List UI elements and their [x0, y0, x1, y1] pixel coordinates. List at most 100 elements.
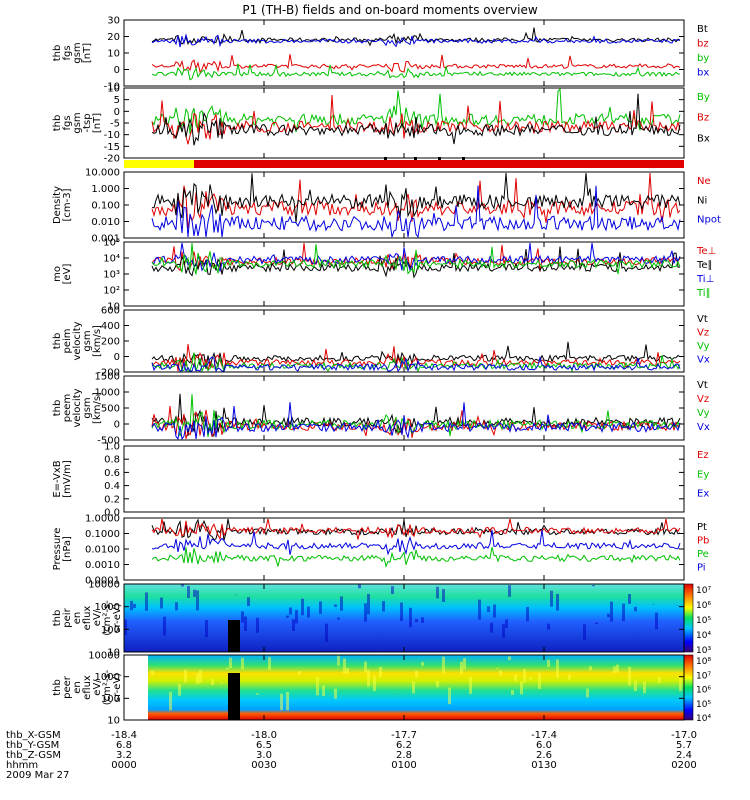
y-axis-label-line: Pressure	[52, 528, 63, 571]
y-axis-label: thbfgsgsm[nT]	[52, 42, 93, 63]
spectrogram-texture	[169, 691, 172, 711]
y-tick-label: 500	[101, 404, 120, 415]
legend-Vx: Vx	[697, 355, 710, 366]
spectrogram-texture	[502, 624, 505, 638]
spectrogram-texture	[442, 589, 445, 602]
spectrogram-texture	[196, 590, 199, 611]
series-line-Vz	[151, 344, 681, 372]
spectrogram-texture	[337, 617, 340, 620]
spectrogram-texture	[256, 693, 259, 695]
legend-Vy: Vy	[697, 341, 710, 352]
colorbar-tick-label: 10⁶	[696, 686, 711, 696]
spectrogram-texture	[367, 593, 370, 615]
spectrogram-texture	[613, 666, 616, 674]
spectrogram-texture	[448, 687, 451, 705]
footer-row-label: thb_Z-GSM	[6, 750, 61, 761]
y-axis-label-line: thb	[52, 333, 63, 350]
y-tick-label: 10.000	[85, 168, 120, 179]
spectrogram-texture	[511, 690, 514, 695]
colorbar-tick-label: 10⁵	[696, 616, 711, 626]
footer-value: 2.8	[396, 750, 412, 761]
legend-Bt: Bt	[697, 24, 708, 35]
y-tick-label: 30	[107, 16, 120, 27]
spectrogram-texture	[286, 615, 289, 618]
spectrogram-texture	[478, 599, 481, 620]
legend-Vx: Vx	[697, 422, 710, 433]
y-axis-label-line: [eV]	[62, 264, 73, 285]
y-axis-label-line: en	[72, 612, 83, 625]
y-tick-label: -5	[110, 119, 120, 130]
panel-9: 10⁷ 10⁶ 10⁵ 10⁴ 10³ 10000 1000 100 10 thbpeirenef…	[52, 580, 711, 659]
spectrogram-texture	[547, 623, 550, 630]
y-tick-label: 100	[101, 625, 120, 636]
spectrogram-texture	[211, 678, 214, 685]
spectrogram-texture	[658, 677, 661, 683]
y-axis-label: E=-VxB[mV/m]	[52, 460, 73, 498]
y-axis-label-line: thb	[52, 679, 63, 696]
spectrogram-texture	[220, 682, 223, 684]
colorbar-tick-label: 10³	[696, 646, 711, 656]
spectrogram-texture	[151, 670, 154, 676]
spectrogram-texture	[367, 669, 370, 687]
footer-value: -17.0	[671, 730, 697, 741]
y-axis-label-line: thb	[52, 115, 63, 132]
legend-Bx: Bx	[697, 133, 710, 144]
spectrogram-fill	[124, 655, 684, 720]
spectrogram-texture	[286, 691, 289, 711]
legend-Ne: Ne	[697, 176, 711, 187]
y-axis-label-line: fgs	[62, 45, 73, 60]
y-tick-label: 0.8	[104, 455, 120, 466]
y-axis-label-line: peir	[62, 607, 73, 627]
spectrogram-texture	[193, 589, 196, 597]
spectrogram-texture	[307, 606, 310, 618]
panel-7: Ez Ey Ex 1.0 0.8 0.6 0.4 0.2 0.0 E=-VxB[mV/m]	[52, 442, 709, 519]
colorbar-tick-label: 10⁴	[696, 631, 711, 641]
y-tick-label: 10000	[88, 651, 120, 662]
footer-axis-table: thb_X-GSM -18.4 -18.0 -17.7 -17.4 -17.0 thb_Y-…	[6, 730, 697, 781]
y-tick-label: 0.001	[91, 234, 120, 245]
y-axis-label-line: sr-eV)	[112, 673, 123, 702]
spectrogram-texture	[655, 612, 658, 630]
legend-Pb: Pb	[697, 536, 709, 547]
spectrogram-texture	[373, 675, 376, 691]
footer-value: -17.7	[391, 730, 417, 741]
legend-Ez: Ez	[697, 450, 709, 461]
y-axis-label-line: [km/s]	[92, 392, 103, 424]
y-axis-label-line: gsm	[72, 42, 83, 63]
y-axis-label-line: [nT]	[82, 43, 93, 63]
y-tick-label: -10	[104, 130, 120, 141]
y-tick-label: 1.0	[104, 442, 120, 453]
legend-Ti⊥: Ti⊥	[696, 274, 714, 285]
footer-value: 0030	[251, 760, 276, 771]
spectrogram-texture	[595, 622, 598, 625]
spectrogram-texture	[469, 676, 472, 694]
series-line-Ti⊥	[151, 242, 681, 273]
series-line-Npot	[151, 185, 681, 239]
spectrogram-texture	[538, 673, 541, 689]
footer-value: 3.0	[256, 750, 272, 761]
legend-Vt: Vt	[697, 314, 708, 325]
y-axis-label-line: eflux	[82, 606, 93, 631]
y-tick-label: 10	[107, 716, 120, 727]
series-line-by	[151, 63, 681, 81]
spectrogram-texture	[364, 661, 367, 673]
y-tick-label: 0.0001	[85, 576, 120, 587]
data-gap	[124, 655, 148, 720]
footer-value: 3.2	[116, 750, 132, 761]
y-tick-label: -500	[97, 436, 120, 447]
y-axis-label-line: peer	[62, 675, 73, 699]
footer-value: 0200	[671, 760, 696, 771]
footer-value: 6.2	[396, 740, 412, 751]
panel-3: Ne Ni Npot 10.000 1.000 0.100 0.010 0.001 Densit…	[52, 168, 721, 245]
y-tick-label: 1000	[95, 388, 120, 399]
spectrogram-texture	[463, 658, 466, 670]
spectrogram-texture	[133, 603, 136, 609]
y-tick-label: 1000	[95, 602, 120, 613]
spectrogram-texture	[421, 662, 424, 666]
spectrogram-texture	[364, 603, 367, 622]
y-tick-label: 0.010	[91, 217, 120, 228]
spectrogram-texture	[412, 681, 415, 694]
y-tick-label: 10⁴	[103, 254, 120, 265]
y-tick-label: 0.0010	[85, 560, 120, 571]
spectrogram-texture	[295, 609, 298, 624]
